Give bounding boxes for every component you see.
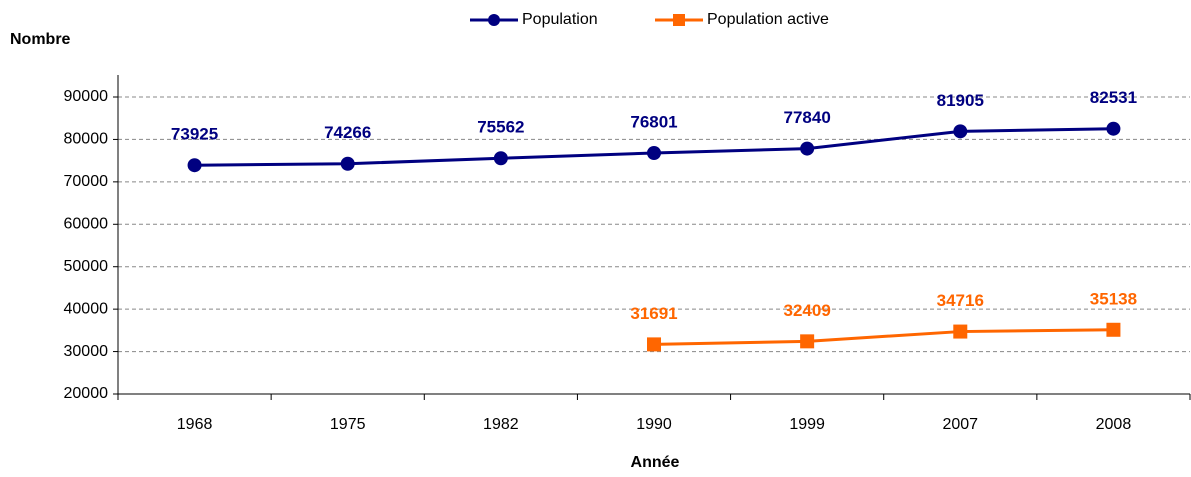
data-label: 76801 <box>630 112 677 131</box>
y-tick-label: 40000 <box>64 300 109 317</box>
series-line <box>653 328 1114 346</box>
x-tick-label: 2008 <box>1096 416 1132 433</box>
data-label: 73925 <box>171 125 218 144</box>
legend-marker <box>488 14 500 26</box>
marker <box>340 156 355 171</box>
marker <box>953 324 968 339</box>
legend-label: Population <box>522 11 598 28</box>
y-tick-label: 70000 <box>64 173 109 190</box>
data-label: 82531 <box>1090 88 1137 107</box>
data-label: 32409 <box>784 301 831 320</box>
marker <box>647 146 661 161</box>
legend-marker <box>673 14 685 26</box>
x-tick-label: 1999 <box>789 416 825 433</box>
marker <box>647 337 661 352</box>
y-tick-label: 60000 <box>64 216 109 233</box>
x-tick-label: 1982 <box>483 416 519 433</box>
data-label: 74266 <box>324 123 371 142</box>
data-label: 34716 <box>937 291 984 310</box>
data-label: 75562 <box>477 118 524 137</box>
marker <box>493 151 508 166</box>
x-axis-label: Année <box>631 454 680 471</box>
marker <box>1106 322 1121 337</box>
marker <box>800 334 815 349</box>
y-tick-label: 30000 <box>64 343 109 360</box>
marker <box>1106 121 1121 136</box>
x-tick-label: 1990 <box>636 416 672 433</box>
marker <box>187 158 202 173</box>
x-tick-label: 1968 <box>177 416 213 433</box>
x-tick-label: 1975 <box>330 416 366 433</box>
data-label: 77840 <box>784 108 831 127</box>
y-tick-label: 90000 <box>64 88 109 105</box>
data-label: 35138 <box>1090 289 1137 308</box>
y-axis-label: Nombre <box>10 31 71 48</box>
marker <box>953 124 968 139</box>
data-label: 81905 <box>937 91 984 110</box>
x-tick-label: 2007 <box>942 416 978 433</box>
y-tick-label: 50000 <box>64 258 109 275</box>
y-tick-label: 20000 <box>64 385 109 402</box>
y-tick-label: 80000 <box>64 131 109 148</box>
legend-label: Population active <box>707 11 829 28</box>
marker <box>800 141 815 156</box>
data-label: 31691 <box>630 304 677 323</box>
